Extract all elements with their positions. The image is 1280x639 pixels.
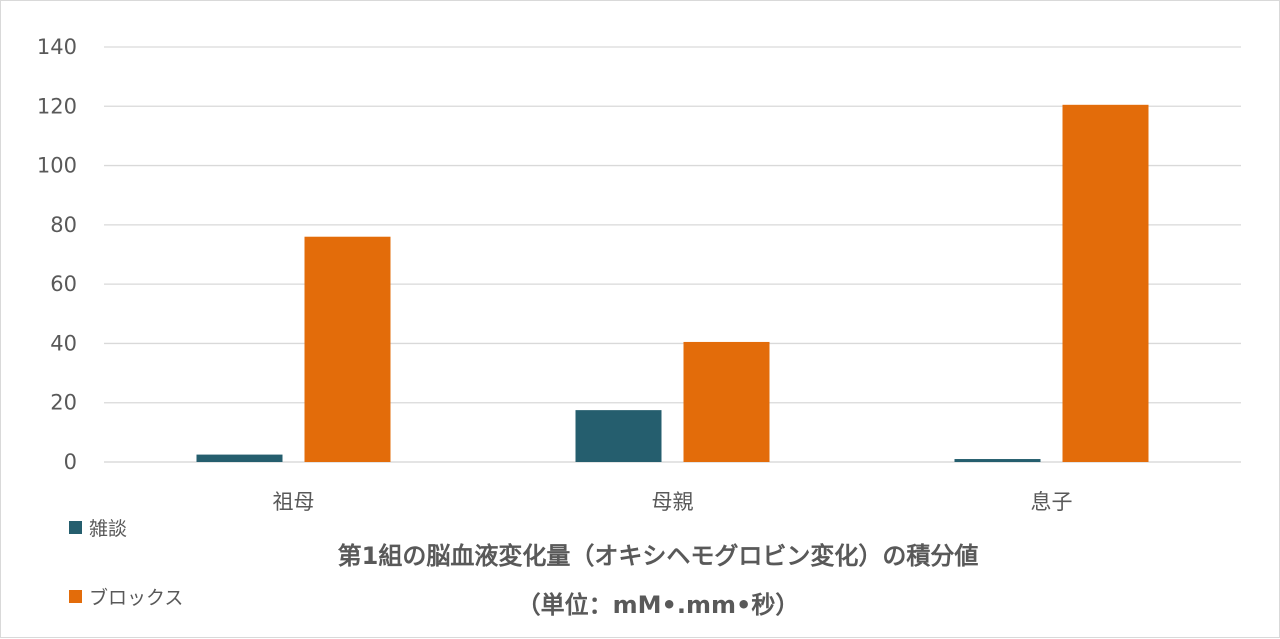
x-category-label: 母親 bbox=[652, 490, 694, 514]
y-tick-label: 80 bbox=[50, 213, 77, 237]
x-category-label: 息子 bbox=[1031, 490, 1073, 514]
bar-blocks-1 bbox=[683, 341, 770, 462]
legend-label: ブロックス bbox=[89, 586, 183, 609]
bar-zatsudan-0 bbox=[196, 454, 283, 462]
y-tick-label: 0 bbox=[64, 450, 77, 474]
y-axis-ticks: 0 20 40 60 80 100 120 140 bbox=[37, 35, 77, 474]
bar-blocks-0 bbox=[304, 236, 391, 462]
legend-label: 雑談 bbox=[89, 518, 127, 540]
bar-zatsudan-2 bbox=[954, 459, 1041, 462]
bar-blocks-2 bbox=[1062, 104, 1149, 462]
chart-subtitle: （単位：mM•.mm•秒） bbox=[517, 591, 800, 619]
y-tick-label: 120 bbox=[37, 94, 77, 118]
y-tick-label: 40 bbox=[50, 331, 77, 355]
x-axis-categories: 祖母 母親 息子 bbox=[273, 490, 1073, 514]
chart-title: 第1組の脳血液変化量（オキシヘモグロビン変化）の積分値 bbox=[338, 542, 979, 570]
bar-zatsudan-1 bbox=[575, 410, 662, 462]
y-tick-label: 100 bbox=[37, 154, 77, 178]
bars bbox=[196, 104, 1149, 462]
y-tick-label: 20 bbox=[50, 391, 77, 415]
legend-swatch bbox=[69, 590, 82, 603]
gridlines bbox=[104, 46, 1241, 463]
x-category-label: 祖母 bbox=[273, 490, 315, 514]
legend-swatch bbox=[69, 521, 82, 534]
y-tick-label: 60 bbox=[50, 272, 77, 296]
y-tick-label: 140 bbox=[37, 35, 77, 59]
